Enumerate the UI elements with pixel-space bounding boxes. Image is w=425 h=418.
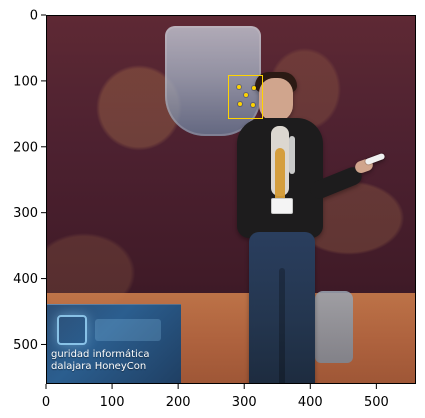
coat-of-arms — [165, 26, 261, 136]
legs-gap — [279, 268, 285, 383]
jeans — [249, 232, 315, 383]
photo: guridad informática dalajara HoneyCon — [47, 16, 415, 383]
x-tick-label: 200 — [166, 395, 191, 410]
banner: guridad informática dalajara HoneyCon — [47, 304, 181, 383]
x-tick-label: 100 — [100, 395, 125, 410]
landmark-dot — [243, 93, 248, 98]
y-tick-label: 300 — [13, 206, 38, 221]
y-tick-label: 0 — [30, 9, 38, 24]
image-axes: guridad informática dalajara HoneyCon — [46, 15, 416, 384]
chair — [315, 291, 353, 363]
lanyard — [275, 148, 285, 212]
face-bounding-box — [228, 75, 264, 120]
name-badge — [271, 198, 293, 214]
banner-line-1: guridad informática — [51, 349, 150, 360]
landmark-dot — [251, 86, 256, 91]
y-tick-label: 200 — [13, 140, 38, 155]
x-tick-label: 300 — [232, 395, 257, 410]
y-tick-label: 400 — [13, 272, 38, 287]
person — [231, 72, 386, 383]
banner-text: guridad informática dalajara HoneyCon — [51, 349, 149, 373]
landmark-dot — [237, 84, 242, 89]
x-tick-label: 500 — [364, 395, 389, 410]
x-tick-label: 400 — [298, 395, 323, 410]
x-tick-label: 0 — [42, 395, 50, 410]
banner-line-2: dalajara HoneyCon — [51, 361, 147, 372]
y-tick-label: 100 — [13, 74, 38, 89]
head — [259, 78, 293, 122]
microphone — [289, 136, 295, 174]
y-tick-label: 500 — [13, 338, 38, 353]
landmark-dot — [237, 101, 242, 106]
landmark-dot — [251, 102, 256, 107]
